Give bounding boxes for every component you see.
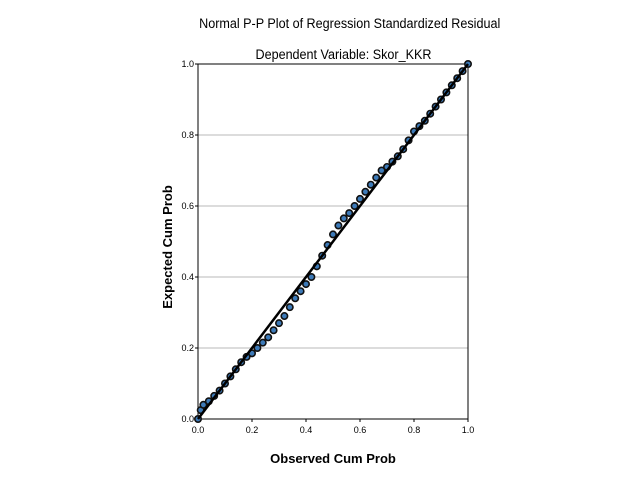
x-tick-label: 0.4 — [300, 425, 313, 435]
data-point — [258, 338, 267, 347]
x-axis-title: Observed Cum Prob — [270, 451, 396, 466]
y-axis-title: Expected Cum Prob — [160, 185, 175, 309]
data-point — [264, 333, 273, 342]
x-tick-label: 1.0 — [462, 425, 475, 435]
data-point — [334, 221, 343, 230]
x-tick-label: 0.2 — [246, 425, 259, 435]
y-tick-label: 0.8 — [181, 130, 194, 140]
data-point — [199, 400, 208, 409]
data-point — [355, 194, 364, 203]
data-point — [280, 312, 289, 321]
data-point — [274, 319, 283, 328]
data-point — [339, 214, 348, 223]
y-axis-ticks: 0.0 0.2 0.4 0.6 0.8 1.0 — [181, 59, 198, 424]
data-point — [301, 280, 310, 289]
reference-line — [197, 63, 469, 420]
x-tick-label: 0.6 — [354, 425, 367, 435]
x-tick-label: 0.0 — [192, 425, 205, 435]
y-tick-label: 0.6 — [181, 201, 194, 211]
data-point — [361, 187, 370, 196]
y-tick-label: 1.0 — [181, 59, 194, 69]
data-point — [285, 303, 294, 312]
grid-lines — [198, 134, 468, 349]
y-tick-label: 0.0 — [181, 414, 194, 424]
data-point — [307, 272, 316, 281]
data-point — [328, 230, 337, 239]
data-point — [296, 287, 305, 296]
data-point — [345, 209, 354, 218]
data-point — [377, 166, 386, 175]
x-tick-label: 0.8 — [408, 425, 421, 435]
data-point — [366, 180, 375, 189]
plot-area-border — [197, 63, 469, 420]
data-point — [372, 173, 381, 182]
data-point — [253, 343, 262, 352]
chart-subtitle: Dependent Variable: Skor_KKR — [256, 46, 432, 62]
data-points — [194, 59, 472, 423]
data-point — [291, 294, 300, 303]
y-tick-label: 0.4 — [181, 272, 194, 282]
x-axis-ticks: 0.0 0.2 0.4 0.6 0.8 1.0 — [192, 419, 475, 435]
data-point — [269, 326, 278, 335]
chart-title: Normal P-P Plot of Regression Standardiz… — [199, 15, 500, 31]
y-tick-label: 0.2 — [181, 343, 194, 353]
data-point — [350, 202, 359, 211]
